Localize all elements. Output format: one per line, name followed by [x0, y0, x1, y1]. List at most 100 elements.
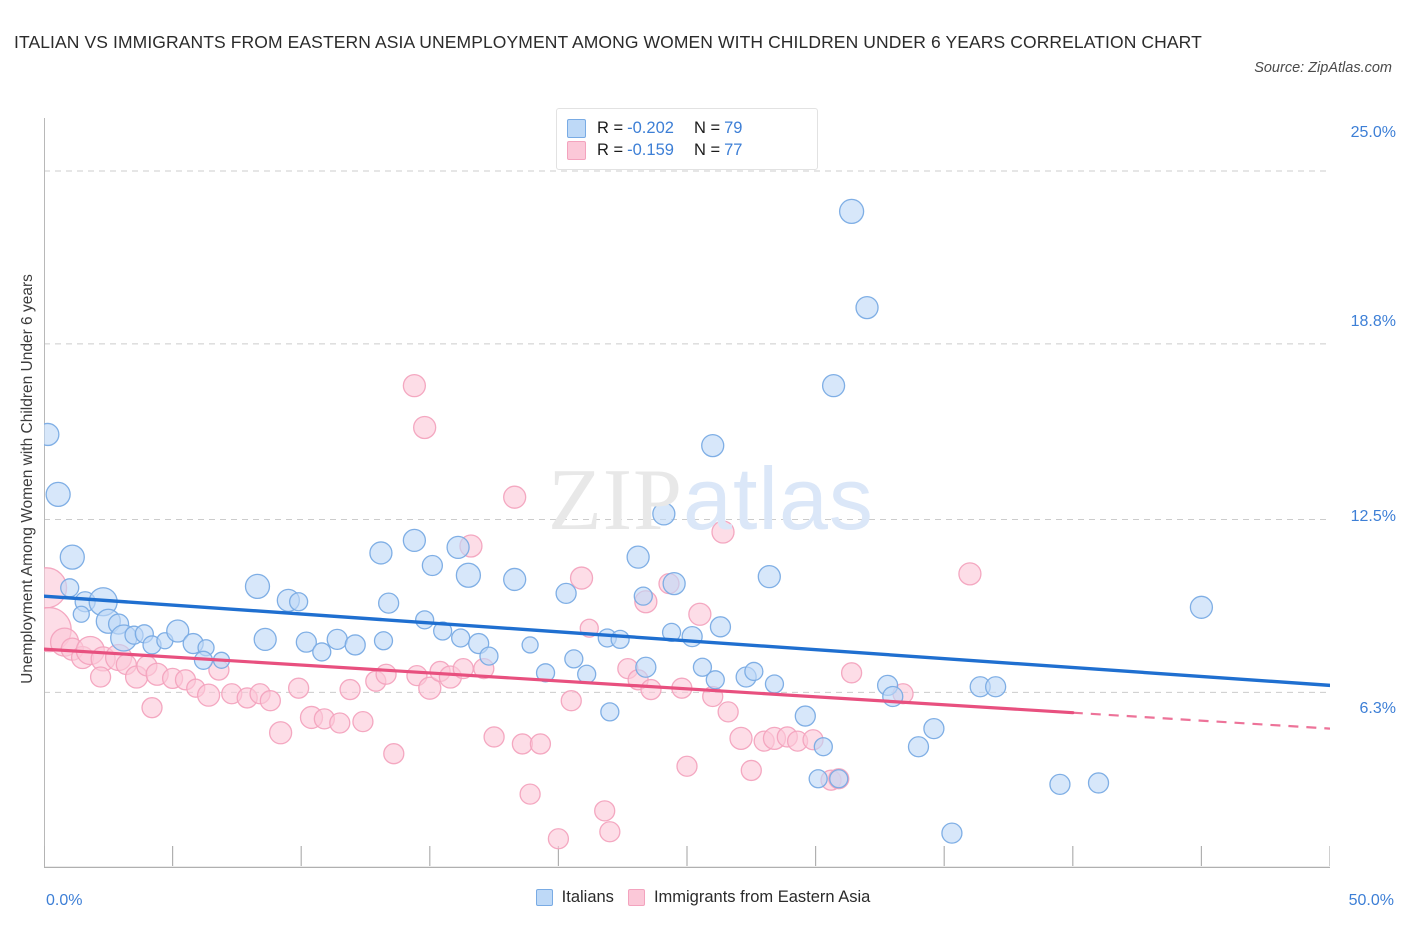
data-point[interactable]	[312, 642, 332, 662]
data-point[interactable]	[455, 562, 482, 588]
data-point[interactable]	[59, 544, 85, 570]
data-point[interactable]	[941, 822, 963, 844]
data-point[interactable]	[1189, 595, 1214, 619]
data-point[interactable]	[451, 628, 471, 648]
data-point[interactable]	[413, 415, 437, 440]
data-point[interactable]	[352, 710, 374, 733]
data-point[interactable]	[339, 678, 361, 701]
legend-item-italians[interactable]: Italians	[535, 888, 614, 907]
data-point[interactable]	[692, 657, 713, 677]
data-point[interactable]	[402, 528, 427, 553]
data-point[interactable]	[688, 602, 712, 626]
data-point[interactable]	[701, 433, 725, 458]
data-point[interactable]	[1049, 773, 1071, 796]
data-point[interactable]	[633, 586, 653, 606]
data-point[interactable]	[794, 705, 816, 727]
data-point[interactable]	[344, 634, 366, 656]
data-point[interactable]	[402, 374, 427, 398]
data-point[interactable]	[813, 737, 833, 757]
data-point[interactable]	[418, 676, 442, 700]
data-point[interactable]	[268, 721, 293, 745]
data-point[interactable]	[44, 422, 60, 447]
data-point[interactable]	[757, 564, 781, 589]
data-point[interactable]	[259, 690, 281, 712]
legend-row-italians: R = -0.202 N = 79	[567, 118, 807, 138]
data-point[interactable]	[564, 649, 584, 669]
data-point[interactable]	[166, 619, 190, 643]
series-legend: Italians Immigrants from Eastern Asia	[0, 888, 1406, 907]
data-point[interactable]	[855, 295, 879, 320]
data-point[interactable]	[610, 629, 630, 650]
data-point[interactable]	[60, 578, 80, 598]
data-point[interactable]	[521, 636, 539, 654]
data-point[interactable]	[326, 628, 348, 651]
data-point[interactable]	[560, 690, 582, 712]
data-point[interactable]	[635, 656, 657, 678]
data-point[interactable]	[287, 677, 310, 699]
data-point[interactable]	[661, 622, 682, 643]
data-point[interactable]	[415, 610, 435, 630]
data-point[interactable]	[821, 374, 846, 398]
data-point[interactable]	[652, 502, 676, 526]
data-point[interactable]	[717, 701, 739, 723]
data-point[interactable]	[662, 571, 686, 596]
data-point[interactable]	[377, 592, 400, 614]
data-point[interactable]	[640, 678, 662, 701]
data-point[interactable]	[838, 198, 865, 225]
data-point[interactable]	[1087, 772, 1110, 794]
data-point[interactable]	[141, 697, 163, 719]
r-label-italians: R =	[597, 118, 624, 137]
data-point[interactable]	[907, 736, 930, 758]
data-point[interactable]	[383, 743, 405, 765]
data-point[interactable]	[958, 562, 982, 586]
data-point[interactable]	[375, 663, 397, 685]
data-point[interactable]	[600, 702, 620, 722]
data-point[interactable]	[984, 676, 1007, 698]
data-point[interactable]	[681, 625, 703, 648]
data-point[interactable]	[433, 621, 453, 641]
data-point[interactable]	[288, 592, 309, 612]
data-point[interactable]	[483, 726, 505, 748]
data-point[interactable]	[923, 717, 945, 740]
data-point[interactable]	[729, 726, 753, 750]
data-point[interactable]	[511, 733, 534, 755]
data-point[interactable]	[253, 627, 277, 652]
data-point[interactable]	[599, 821, 621, 843]
data-point[interactable]	[577, 664, 597, 684]
data-point[interactable]	[295, 631, 317, 653]
data-point[interactable]	[529, 733, 552, 755]
data-point[interactable]	[45, 481, 71, 508]
data-point[interactable]	[829, 769, 849, 789]
data-point[interactable]	[89, 666, 112, 688]
data-point[interactable]	[329, 712, 351, 734]
data-point[interactable]	[764, 674, 785, 694]
data-point[interactable]	[479, 646, 499, 666]
data-point[interactable]	[503, 485, 527, 509]
data-point[interactable]	[547, 828, 570, 850]
data-point[interactable]	[196, 683, 221, 707]
legend-label-italians: Italians	[561, 888, 614, 906]
data-point[interactable]	[519, 783, 541, 805]
data-point[interactable]	[535, 663, 556, 683]
legend-item-immigrants[interactable]: Immigrants from Eastern Asia	[627, 888, 870, 907]
data-point[interactable]	[594, 800, 616, 822]
data-point[interactable]	[705, 670, 725, 690]
data-point[interactable]	[373, 631, 394, 651]
data-point[interactable]	[555, 582, 577, 605]
data-point[interactable]	[421, 554, 444, 577]
data-point[interactable]	[569, 566, 594, 590]
data-point[interactable]	[808, 769, 828, 789]
data-point[interactable]	[244, 573, 271, 600]
data-point[interactable]	[709, 616, 732, 638]
data-point[interactable]	[369, 541, 393, 565]
data-point[interactable]	[676, 755, 698, 777]
data-point[interactable]	[740, 759, 762, 782]
data-point[interactable]	[503, 567, 527, 592]
data-point[interactable]	[711, 520, 735, 544]
data-point[interactable]	[446, 535, 470, 560]
data-point[interactable]	[72, 605, 90, 623]
data-point[interactable]	[744, 661, 764, 682]
data-point[interactable]	[840, 662, 863, 684]
legend-color-immigrants	[627, 889, 645, 906]
data-point[interactable]	[626, 545, 650, 569]
